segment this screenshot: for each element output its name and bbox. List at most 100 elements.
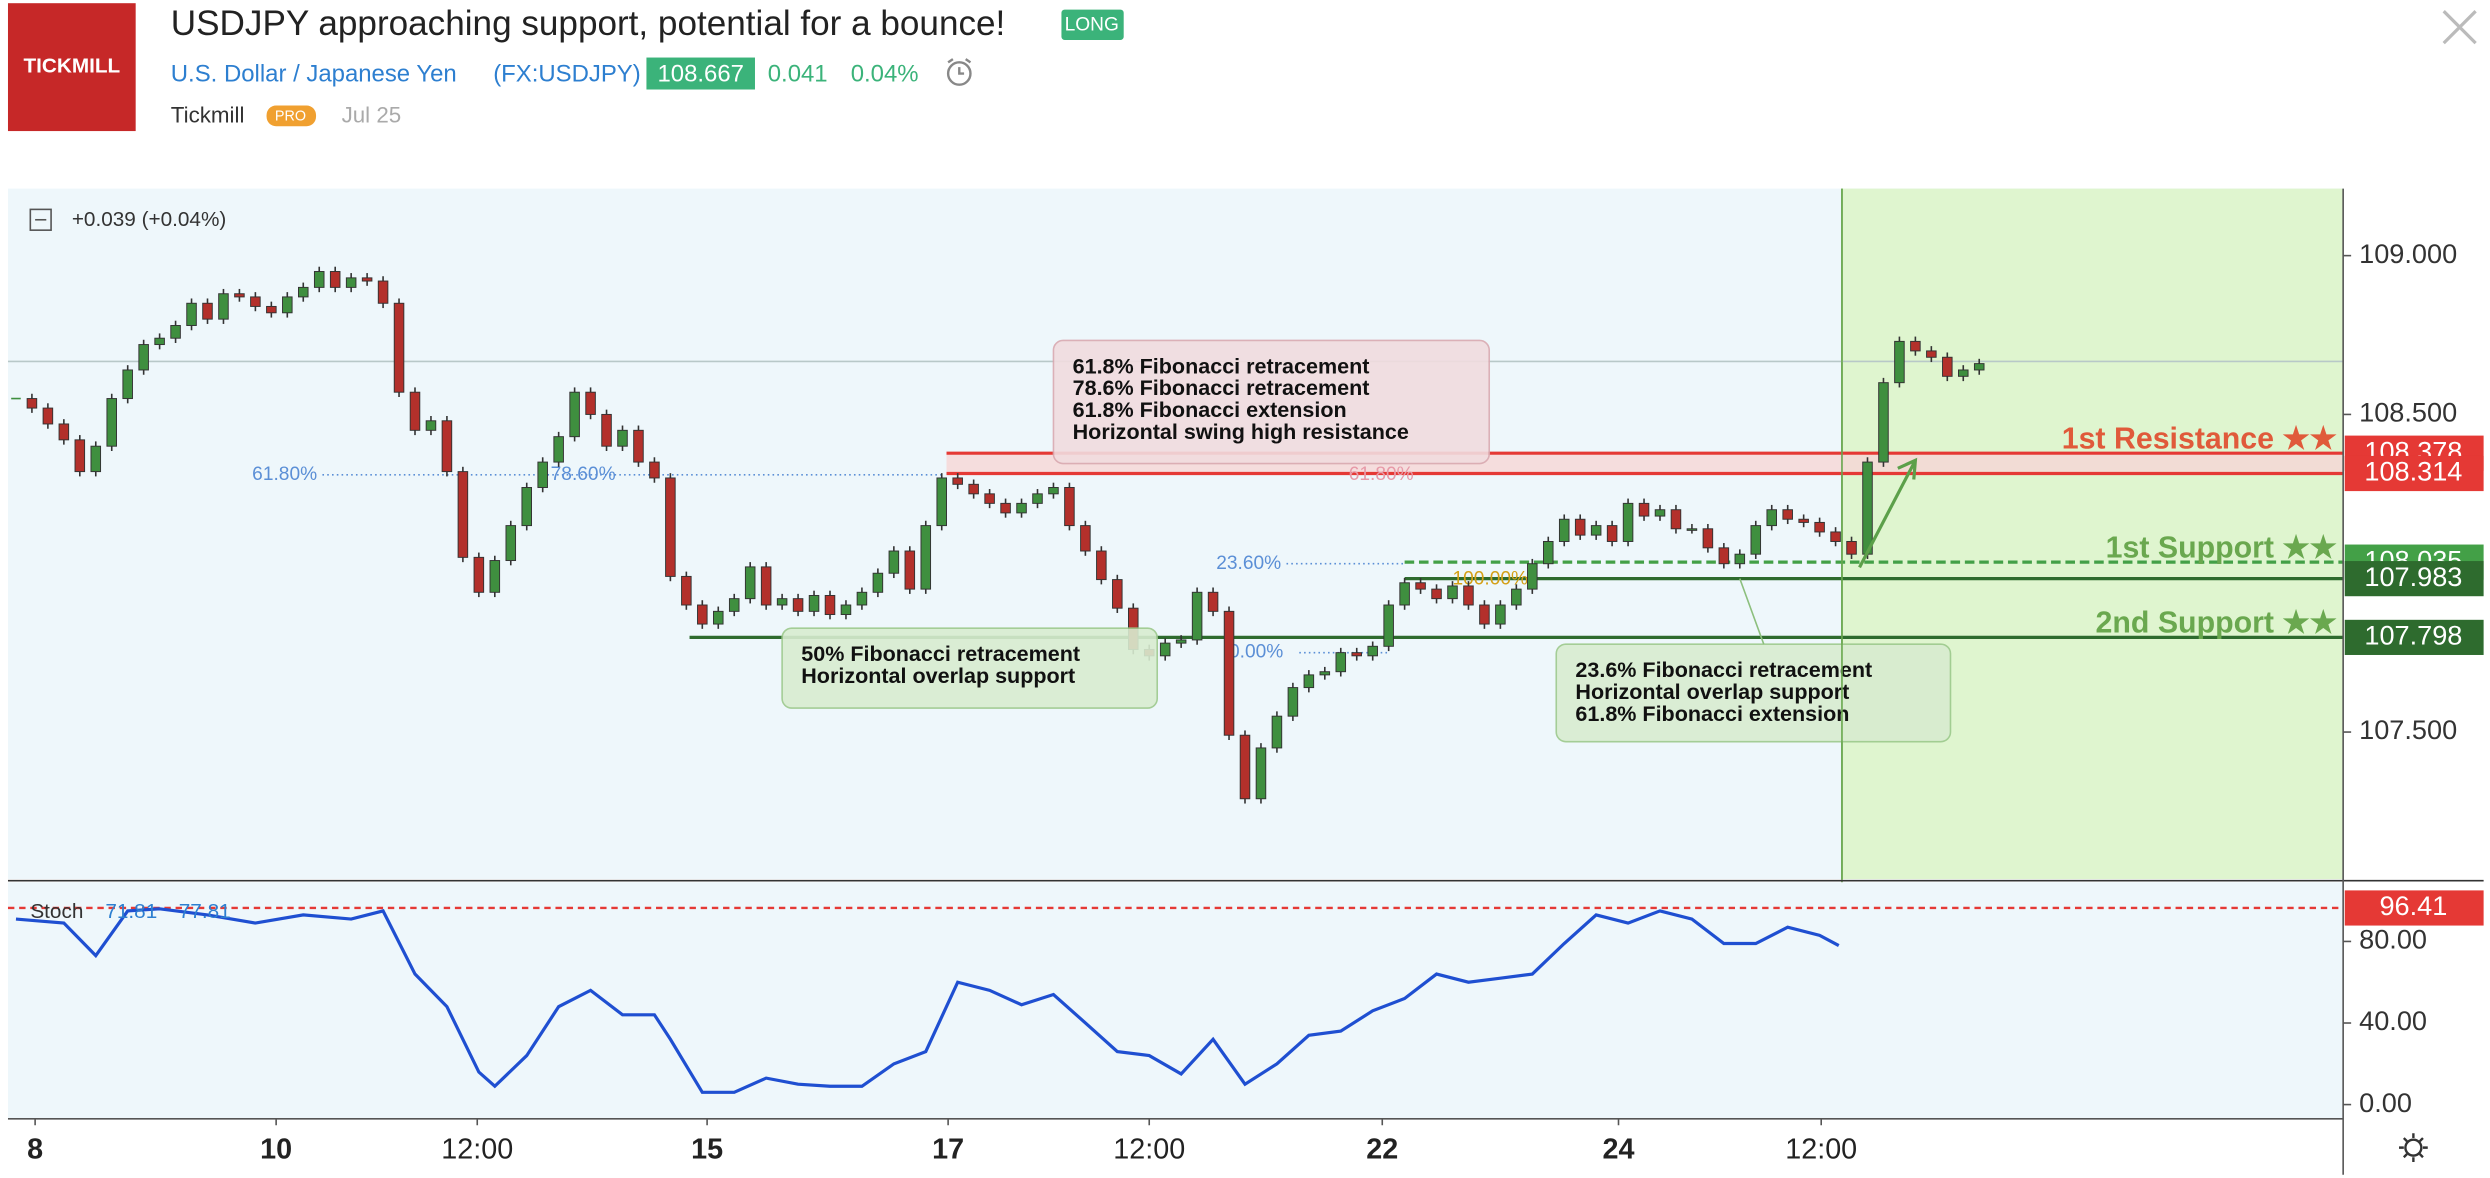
candle [218, 288, 229, 324]
candle [824, 590, 836, 620]
symbol[interactable]: (FX:USDJPY) [493, 60, 641, 87]
candle-body [1670, 509, 1682, 530]
candle-body [1415, 582, 1426, 590]
candle-body [1798, 518, 1809, 523]
candle-body [1495, 604, 1506, 625]
candle [1048, 482, 1059, 499]
level-tag: 1st Support ★★ [2106, 531, 2337, 564]
stoch-k: 71.81 [105, 900, 157, 923]
candle-body [1766, 509, 1777, 527]
annotation-text: 61.8% Fibonacci extension [1073, 397, 1347, 422]
candle-body [250, 296, 261, 307]
candle [90, 441, 102, 477]
candle-body [649, 461, 660, 479]
candle-body [1096, 550, 1107, 581]
annotation-box [1052, 339, 1491, 465]
change-label: +0.039 (+0.04%) [72, 208, 226, 231]
candle-body [1543, 540, 1554, 565]
candle [1894, 336, 1905, 388]
symbol-name[interactable]: U.S. Dollar / Japanese Yen [171, 60, 457, 87]
candle-body [298, 286, 309, 298]
candle-body [1175, 639, 1187, 644]
stoch-chart [7, 188, 2352, 1126]
stoch-d: 77.81 [179, 900, 231, 923]
candle-body [681, 575, 692, 606]
candle [808, 590, 820, 617]
candle-body [697, 604, 708, 625]
candle [1367, 641, 1378, 661]
collapse-button[interactable] [29, 208, 52, 231]
candle [792, 593, 804, 617]
candle-body [1638, 502, 1650, 517]
candle-body [473, 556, 485, 593]
candle-body [1527, 563, 1538, 590]
price-bg [646, 57, 755, 90]
candle-body [234, 293, 245, 298]
candle [1399, 577, 1410, 610]
level-label-bg [2344, 890, 2484, 926]
badge: LONG [1065, 15, 1119, 36]
candle [872, 568, 884, 598]
candle-body [170, 325, 181, 339]
candle-body [1383, 604, 1394, 647]
candle-body [792, 598, 804, 612]
candle [585, 387, 596, 420]
candle-body [1862, 461, 1873, 555]
candle [1112, 574, 1123, 613]
annotation-text: 61.8% Fibonacci extension [1575, 701, 1849, 726]
candle [633, 425, 644, 467]
candle [1479, 600, 1490, 629]
candle [457, 466, 469, 563]
level-label-bg [2344, 619, 2484, 655]
candle [1750, 520, 1762, 559]
candle-body [282, 296, 293, 314]
author[interactable]: Tickmill [171, 103, 245, 128]
candle [377, 276, 389, 309]
candle [1239, 730, 1251, 804]
candle [1702, 523, 1714, 553]
candle [1846, 536, 1857, 559]
candle-body [984, 493, 995, 504]
candle [1223, 606, 1235, 741]
date: Jul 25 [342, 103, 402, 128]
candle [840, 600, 852, 620]
candle-body [1032, 493, 1043, 504]
candle [984, 489, 995, 509]
candle-body [1558, 518, 1570, 542]
candle [665, 473, 676, 582]
candle [1271, 711, 1283, 753]
candle-body [1351, 652, 1362, 657]
candle [361, 273, 373, 286]
candle [409, 387, 421, 436]
candle [553, 431, 564, 467]
candle [1000, 498, 1011, 518]
candle-body [1830, 531, 1841, 542]
candle-body [186, 302, 197, 326]
candle [1511, 584, 1522, 610]
candle [1287, 682, 1299, 721]
candle-body [1431, 588, 1442, 600]
candle [345, 273, 357, 293]
candle [393, 298, 405, 397]
candle [298, 282, 309, 302]
alarm-icon[interactable] [946, 58, 972, 86]
candle [1942, 352, 1953, 382]
candle-body [122, 369, 133, 400]
y-tick-label: 109.000 [2359, 238, 2457, 269]
candle-body [505, 525, 517, 562]
candle [1415, 577, 1426, 594]
candle-body [1000, 502, 1011, 514]
price: 108.667 [657, 60, 743, 87]
candle-body [1606, 525, 1618, 542]
candle [888, 546, 900, 579]
candle-body [617, 429, 628, 447]
close-button[interactable] [2442, 10, 2477, 45]
candle [1527, 558, 1538, 594]
candle [617, 425, 628, 451]
candle [170, 320, 181, 344]
candle [1463, 581, 1474, 610]
settings-icon[interactable] [2399, 1133, 2428, 1163]
candle-body [808, 594, 820, 612]
title: USDJPY approaching support, potential fo… [171, 4, 1005, 43]
candle [968, 479, 979, 499]
